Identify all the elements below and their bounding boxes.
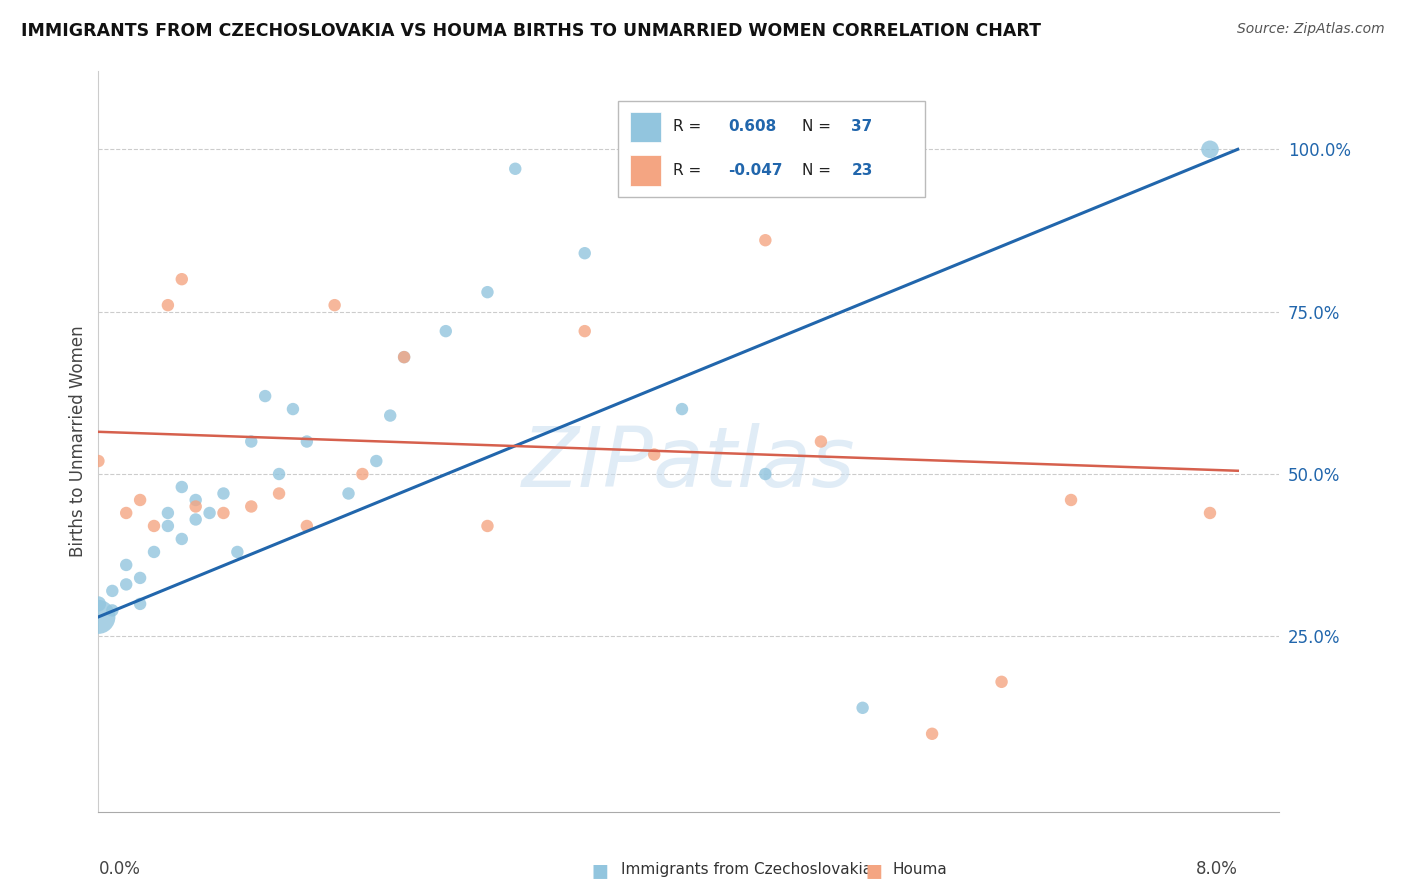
- Point: [392, 350, 415, 364]
- Point: [129, 571, 152, 585]
- Point: [101, 603, 124, 617]
- Point: [616, 155, 638, 169]
- Point: [921, 727, 943, 741]
- Point: [240, 434, 263, 449]
- Point: [212, 486, 235, 500]
- Point: [366, 454, 388, 468]
- Text: ▪: ▪: [591, 855, 609, 884]
- Text: N =: N =: [803, 120, 831, 135]
- Point: [1199, 506, 1222, 520]
- Text: ▪: ▪: [865, 855, 883, 884]
- Text: -0.047: -0.047: [728, 162, 783, 178]
- Text: Houma: Houma: [893, 863, 948, 877]
- FancyBboxPatch shape: [619, 101, 925, 197]
- Point: [1060, 493, 1083, 508]
- Point: [503, 161, 526, 176]
- Point: [337, 486, 360, 500]
- Point: [352, 467, 374, 481]
- Text: R =: R =: [673, 162, 702, 178]
- Point: [170, 480, 193, 494]
- Point: [101, 583, 124, 598]
- Text: ZIPatlas: ZIPatlas: [522, 423, 856, 504]
- Point: [295, 434, 318, 449]
- Point: [129, 493, 152, 508]
- Point: [143, 519, 166, 533]
- Text: 37: 37: [852, 120, 873, 135]
- Point: [115, 506, 138, 520]
- Point: [87, 454, 110, 468]
- Point: [198, 506, 221, 520]
- Point: [392, 350, 415, 364]
- Text: 23: 23: [852, 162, 873, 178]
- Point: [574, 324, 596, 338]
- Bar: [630, 155, 661, 186]
- Point: [754, 233, 776, 247]
- Bar: [630, 112, 661, 143]
- Point: [267, 467, 290, 481]
- Point: [852, 701, 875, 715]
- Point: [129, 597, 152, 611]
- Point: [574, 246, 596, 260]
- Point: [87, 597, 110, 611]
- Point: [156, 519, 179, 533]
- Point: [754, 467, 776, 481]
- Point: [295, 519, 318, 533]
- Point: [323, 298, 346, 312]
- Point: [184, 500, 207, 514]
- Point: [184, 512, 207, 526]
- Point: [143, 545, 166, 559]
- Point: [477, 285, 499, 300]
- Point: [212, 506, 235, 520]
- Point: [380, 409, 402, 423]
- Point: [115, 577, 138, 591]
- Point: [240, 500, 263, 514]
- Text: 8.0%: 8.0%: [1197, 860, 1237, 878]
- Point: [810, 434, 832, 449]
- Text: 0.0%: 0.0%: [98, 860, 141, 878]
- Point: [184, 493, 207, 508]
- Point: [170, 532, 193, 546]
- Y-axis label: Births to Unmarried Women: Births to Unmarried Women: [69, 326, 87, 558]
- Point: [671, 402, 693, 417]
- Text: Immigrants from Czechoslovakia: Immigrants from Czechoslovakia: [621, 863, 873, 877]
- Text: R =: R =: [673, 120, 702, 135]
- Point: [170, 272, 193, 286]
- Text: IMMIGRANTS FROM CZECHOSLOVAKIA VS HOUMA BIRTHS TO UNMARRIED WOMEN CORRELATION CH: IMMIGRANTS FROM CZECHOSLOVAKIA VS HOUMA …: [21, 22, 1040, 40]
- Point: [477, 519, 499, 533]
- Point: [281, 402, 304, 417]
- Point: [643, 161, 665, 176]
- Point: [267, 486, 290, 500]
- Point: [156, 298, 179, 312]
- Point: [87, 610, 110, 624]
- Point: [990, 674, 1012, 689]
- Text: 0.608: 0.608: [728, 120, 778, 135]
- Point: [156, 506, 179, 520]
- Point: [434, 324, 457, 338]
- Text: N =: N =: [803, 162, 831, 178]
- Point: [1199, 142, 1222, 156]
- Point: [643, 448, 665, 462]
- Point: [115, 558, 138, 572]
- Point: [254, 389, 277, 403]
- Text: Source: ZipAtlas.com: Source: ZipAtlas.com: [1237, 22, 1385, 37]
- Point: [226, 545, 249, 559]
